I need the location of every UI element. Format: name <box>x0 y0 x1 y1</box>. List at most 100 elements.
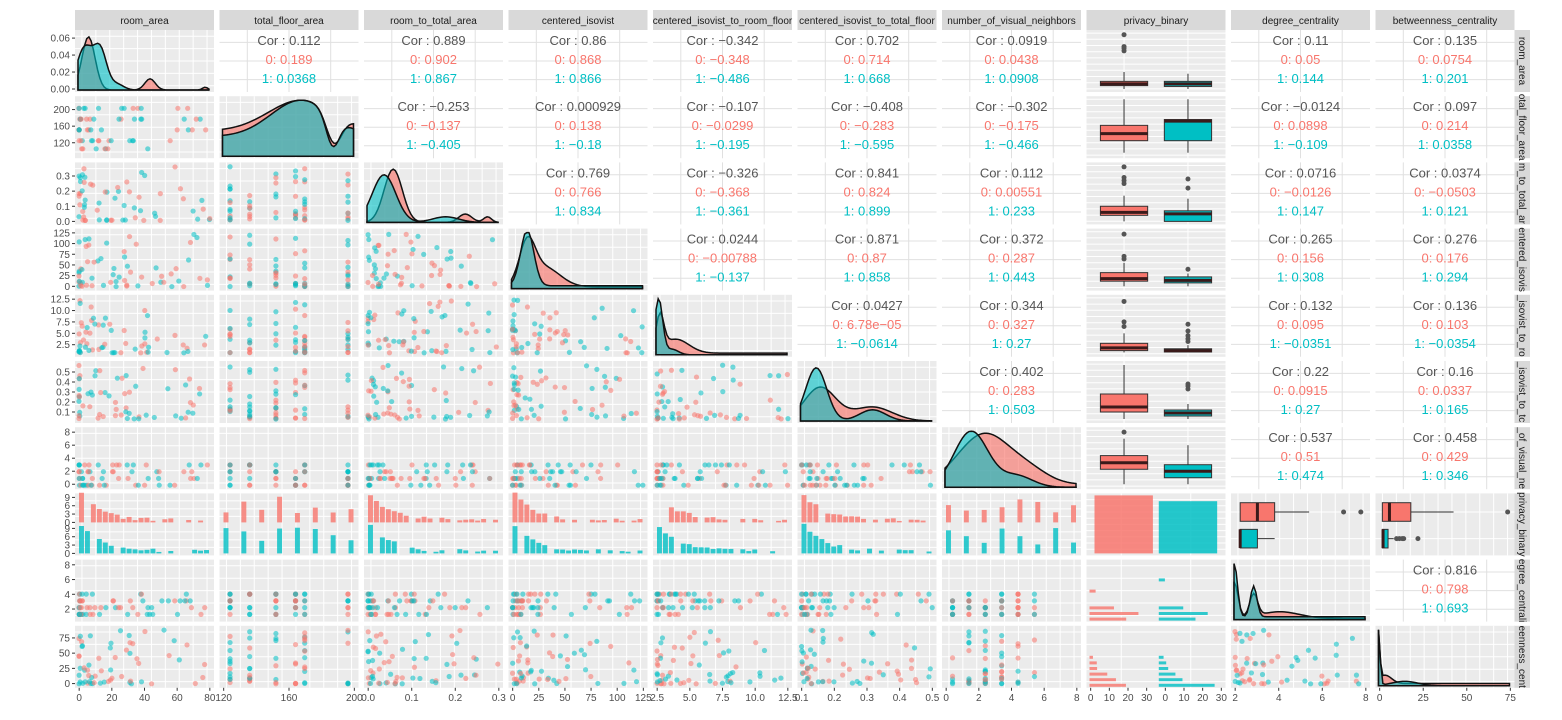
panel-r0-c7 <box>1086 30 1226 92</box>
strip-background <box>1514 625 1530 688</box>
scatter-point-group1 <box>76 239 82 245</box>
scatter-point-group0 <box>184 642 190 648</box>
scatter-point-group0 <box>949 673 956 679</box>
correlation-group1: 1: −0.109 <box>1273 137 1328 152</box>
scatter-point-group0 <box>302 482 308 488</box>
scatter-point-group0 <box>1246 677 1253 683</box>
correlation-group1: 1: −0.486 <box>695 71 750 86</box>
scatter-point-group1 <box>138 105 144 111</box>
y-tick-label: 0.06 <box>51 34 71 45</box>
histogram-bar-group0 <box>831 514 837 523</box>
scatter-point-group0 <box>292 251 299 257</box>
scatter-point-group0 <box>197 275 203 281</box>
scatter-point-group0 <box>657 383 664 389</box>
x-tick-label: 25 <box>1418 693 1430 704</box>
scatter-point-group0 <box>407 406 413 412</box>
scatter-point-group1 <box>868 660 875 666</box>
scatter-point-group0 <box>87 611 93 617</box>
panel-r9-c7 <box>1086 625 1226 688</box>
scatter-point-group1 <box>116 116 122 122</box>
histogram-bar-group0 <box>512 492 518 523</box>
scatter-point-group0 <box>633 410 639 416</box>
scatter-point-group0 <box>386 342 392 349</box>
histogram-bar-group1 <box>625 551 631 554</box>
histogram-bar-group1 <box>150 548 156 554</box>
scatter-point-group0 <box>561 384 568 391</box>
scatter-point-group1 <box>670 416 676 422</box>
histogram-bar-group0 <box>90 504 96 523</box>
scatter-point-group0 <box>476 364 483 370</box>
panel-r3-c3 <box>508 228 648 291</box>
scatter-point-group0 <box>825 591 831 597</box>
x-tick-label: 0 <box>1377 693 1383 704</box>
scatter-point-group1 <box>121 105 127 111</box>
correlation-overall: Cor : 0.889 <box>401 33 465 48</box>
scatter-point-group1 <box>199 197 205 203</box>
panel-r4-c4 <box>653 294 792 357</box>
histogram-bar-group0 <box>439 517 445 523</box>
scatter-point-group1 <box>102 315 109 321</box>
boxplot-outlier <box>1358 509 1364 515</box>
scatter-point-group0 <box>142 307 148 314</box>
scatter-point-group1 <box>679 605 686 611</box>
correlation-overall: Cor : 0.112 <box>257 33 320 48</box>
scatter-point-group1 <box>532 321 538 327</box>
scatter-point-group1 <box>1356 681 1362 687</box>
scatter-point-group0 <box>273 598 279 604</box>
scatter-point-group0 <box>247 262 253 268</box>
scatter-point-group0 <box>866 605 872 611</box>
histogram-bar-group1 <box>524 535 530 554</box>
scatter-point-group1 <box>376 345 382 351</box>
boxplot-outlier <box>1401 536 1407 542</box>
scatter-point-group1 <box>131 205 137 211</box>
scatter-point-group0 <box>458 283 464 289</box>
x-tick-label: 0.4 <box>893 693 907 704</box>
scatter-point-group0 <box>76 362 82 369</box>
x-tick-label: 8 <box>1074 693 1080 704</box>
histogram-bar-group1 <box>578 549 583 554</box>
y-tick-label: 0.0 <box>56 217 70 228</box>
boxplot-outlier <box>1185 266 1191 272</box>
scatter-point-group0 <box>368 388 374 394</box>
correlation-group1: 1: 0.201 <box>1422 71 1469 86</box>
scatter-point-group0 <box>203 127 209 133</box>
scatter-point-group1 <box>423 611 430 617</box>
scatter-point-group1 <box>273 630 279 637</box>
scatter-point-group1 <box>880 672 886 678</box>
row-strip: _isovist_to_ro <box>1514 294 1530 357</box>
y-tick-label: 0.02 <box>51 68 71 79</box>
strip-background <box>75 10 214 30</box>
scatter-point-group1 <box>247 241 253 247</box>
scatter-point-group0 <box>188 605 195 611</box>
scatter-point-group1 <box>512 374 519 380</box>
scatter-point-group1 <box>918 469 924 475</box>
scatter-point-group1 <box>178 415 184 421</box>
correlation-overall: Cor : 0.841 <box>835 165 899 180</box>
scatter-point-group0 <box>292 660 299 666</box>
scatter-point-group0 <box>599 402 605 408</box>
histogram-bar-group1 <box>1071 542 1076 554</box>
scatter-point-group1 <box>635 345 642 351</box>
scatter-point-group0 <box>807 462 813 468</box>
histogram-bar-group0 <box>613 518 619 523</box>
x-tick-label: 2.5 <box>650 693 664 704</box>
scatter-point-group0 <box>812 666 818 672</box>
scatter-point-group1 <box>1248 670 1255 676</box>
scatter-point-group0 <box>227 275 233 281</box>
scatter-point-group0 <box>456 409 462 415</box>
x-tick-label: 50 <box>559 693 571 704</box>
scatter-point-group0 <box>530 379 536 385</box>
scatter-point-group0 <box>1278 679 1285 685</box>
scatter-point-group1 <box>435 591 441 597</box>
scatter-point-group0 <box>524 304 531 310</box>
scatter-point-group1 <box>445 462 451 468</box>
scatter-point-group0 <box>668 367 675 373</box>
scatter-point-group0 <box>273 475 279 482</box>
histogram-bar-group0 <box>999 507 1005 523</box>
scatter-point-group0 <box>133 241 139 247</box>
y-tick-label: 0.04 <box>51 51 71 62</box>
scatter-point-group1 <box>399 681 405 687</box>
scatter-point-group0 <box>518 598 524 604</box>
